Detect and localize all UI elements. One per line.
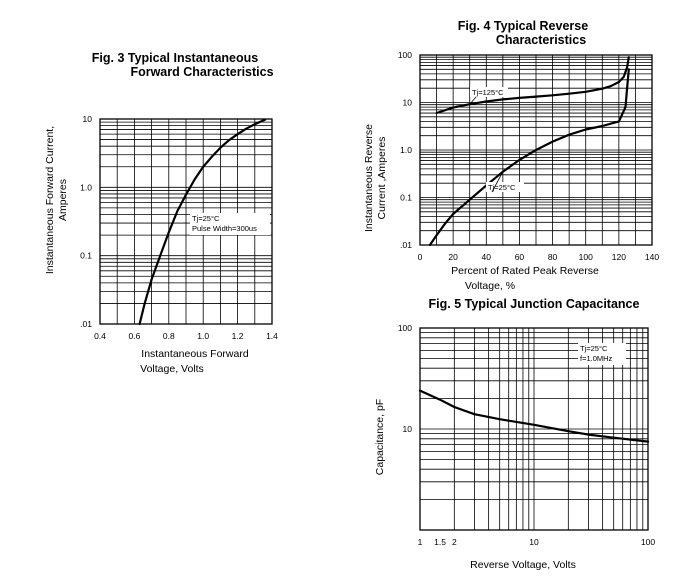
x-tick-label: 100	[579, 252, 593, 262]
x-tick-label: 0	[418, 252, 423, 262]
x-axis-label-line: Voltage, %	[465, 280, 515, 292]
x-tick-label: 1.5	[434, 537, 446, 547]
x-tick-label: 10	[529, 537, 539, 547]
chart-title-line: Fig. 3 Typical Instantaneous	[92, 51, 259, 65]
series-label-bg	[486, 182, 524, 192]
series-line	[138, 118, 267, 326]
x-tick-label: 20	[448, 252, 458, 262]
y-tick-label: 1.0	[80, 182, 92, 192]
chart-fig5: Fig. 5 Typical Junction Capacitance 1 1.5 2…	[374, 297, 655, 571]
y-tick-label: 1.0	[400, 145, 412, 155]
plot-frame	[419, 54, 653, 246]
y-tick-label: 10	[83, 114, 93, 124]
y-tick-label: 0.1	[400, 193, 412, 203]
chart-title-line: Fig. 5 Typical Junction Capacitance	[429, 297, 640, 311]
y-axis-label: Capacitance, pF	[374, 399, 386, 475]
series-label-text: Tj=125°C	[472, 88, 504, 97]
annotation-text: Tj=25°C	[580, 344, 608, 353]
y-tick-label: 100	[398, 50, 412, 60]
x-axis-label: Instantaneous Forward Voltage, Volts	[140, 348, 249, 375]
annotation-text: Tj=25°C	[192, 214, 220, 223]
chart-title-line: Fig. 4 Typical Reverse	[458, 19, 588, 33]
x-tick-label: 120	[612, 252, 626, 262]
series-line	[428, 68, 630, 247]
chart-title-line: Forward Characteristics	[130, 65, 273, 79]
annotation-bg	[190, 213, 270, 235]
x-axis-label-line: Percent of Rated Peak Reverse	[451, 265, 599, 277]
leader-line	[491, 171, 504, 193]
x-tick-label: 140	[645, 252, 659, 262]
x-tick-label: 0.8	[163, 331, 175, 341]
x-axis-label-line: Reverse Voltage, Volts	[470, 559, 576, 571]
chart-title-line: Characteristics	[496, 33, 586, 47]
y-tick-label: 10	[403, 98, 413, 108]
x-tick-label: 60	[515, 252, 525, 262]
x-tick-label: 100	[641, 537, 655, 547]
y-tick-label: 0.1	[80, 251, 92, 261]
y-tick-label: .01	[80, 319, 92, 329]
x-axis-label-line: Instantaneous Forward	[141, 348, 249, 360]
y-tick-label: 100	[398, 323, 412, 333]
x-tick-label: 2	[452, 537, 457, 547]
y-axis-label: Instantaneous Reverse Current ,Amperes	[363, 124, 388, 232]
x-axis-label: Percent of Rated Peak Reverse Voltage, %	[451, 265, 599, 292]
plot-frame	[419, 327, 649, 531]
series-line	[418, 389, 650, 443]
y-tick-label: 10	[403, 424, 413, 434]
x-tick-label: 1.4	[266, 331, 278, 341]
chart-title: Fig. 5 Typical Junction Capacitance	[429, 297, 640, 311]
annotation-bg	[578, 343, 626, 365]
x-tick-label: 80	[548, 252, 558, 262]
y-axis-label-line: Capacitance, pF	[374, 399, 386, 475]
y-tick-label: .01	[400, 240, 412, 250]
y-axis-label-line: Instantaneous Reverse	[363, 124, 375, 232]
grid	[419, 327, 649, 531]
series-label: Tj=25°C	[486, 171, 524, 193]
y-axis-label-line: Current ,Amperes	[376, 137, 388, 220]
x-tick-label: 1.2	[232, 331, 244, 341]
x-axis-label-line: Voltage, Volts	[140, 363, 204, 375]
plot-frame	[99, 118, 273, 325]
annotation-text: Pulse Width=300us	[192, 224, 257, 233]
annotation-box: Tj=25°Cf=1.0MHz	[578, 343, 626, 365]
x-tick-label: 1	[418, 537, 423, 547]
series-label-bg	[470, 87, 508, 97]
leader-line	[469, 96, 477, 105]
x-tick-label: 40	[482, 252, 492, 262]
y-axis-label-line: Instantaneous Forward Current,	[44, 126, 56, 274]
y-axis-label: Instantaneous Forward Current, Amperes	[44, 126, 69, 274]
x-tick-label: 1.0	[197, 331, 209, 341]
x-axis-label: Reverse Voltage, Volts	[470, 559, 576, 571]
series-line	[435, 56, 630, 115]
y-axis-label-line: Amperes	[57, 179, 69, 221]
x-tick-label: 0.4	[94, 331, 106, 341]
x-tick-label: 0.6	[128, 331, 140, 341]
series-label: Tj=125°C	[469, 87, 508, 105]
annotation-text: f=1.0MHz	[580, 354, 613, 363]
series-label-text: Tj=25°C	[488, 183, 516, 192]
